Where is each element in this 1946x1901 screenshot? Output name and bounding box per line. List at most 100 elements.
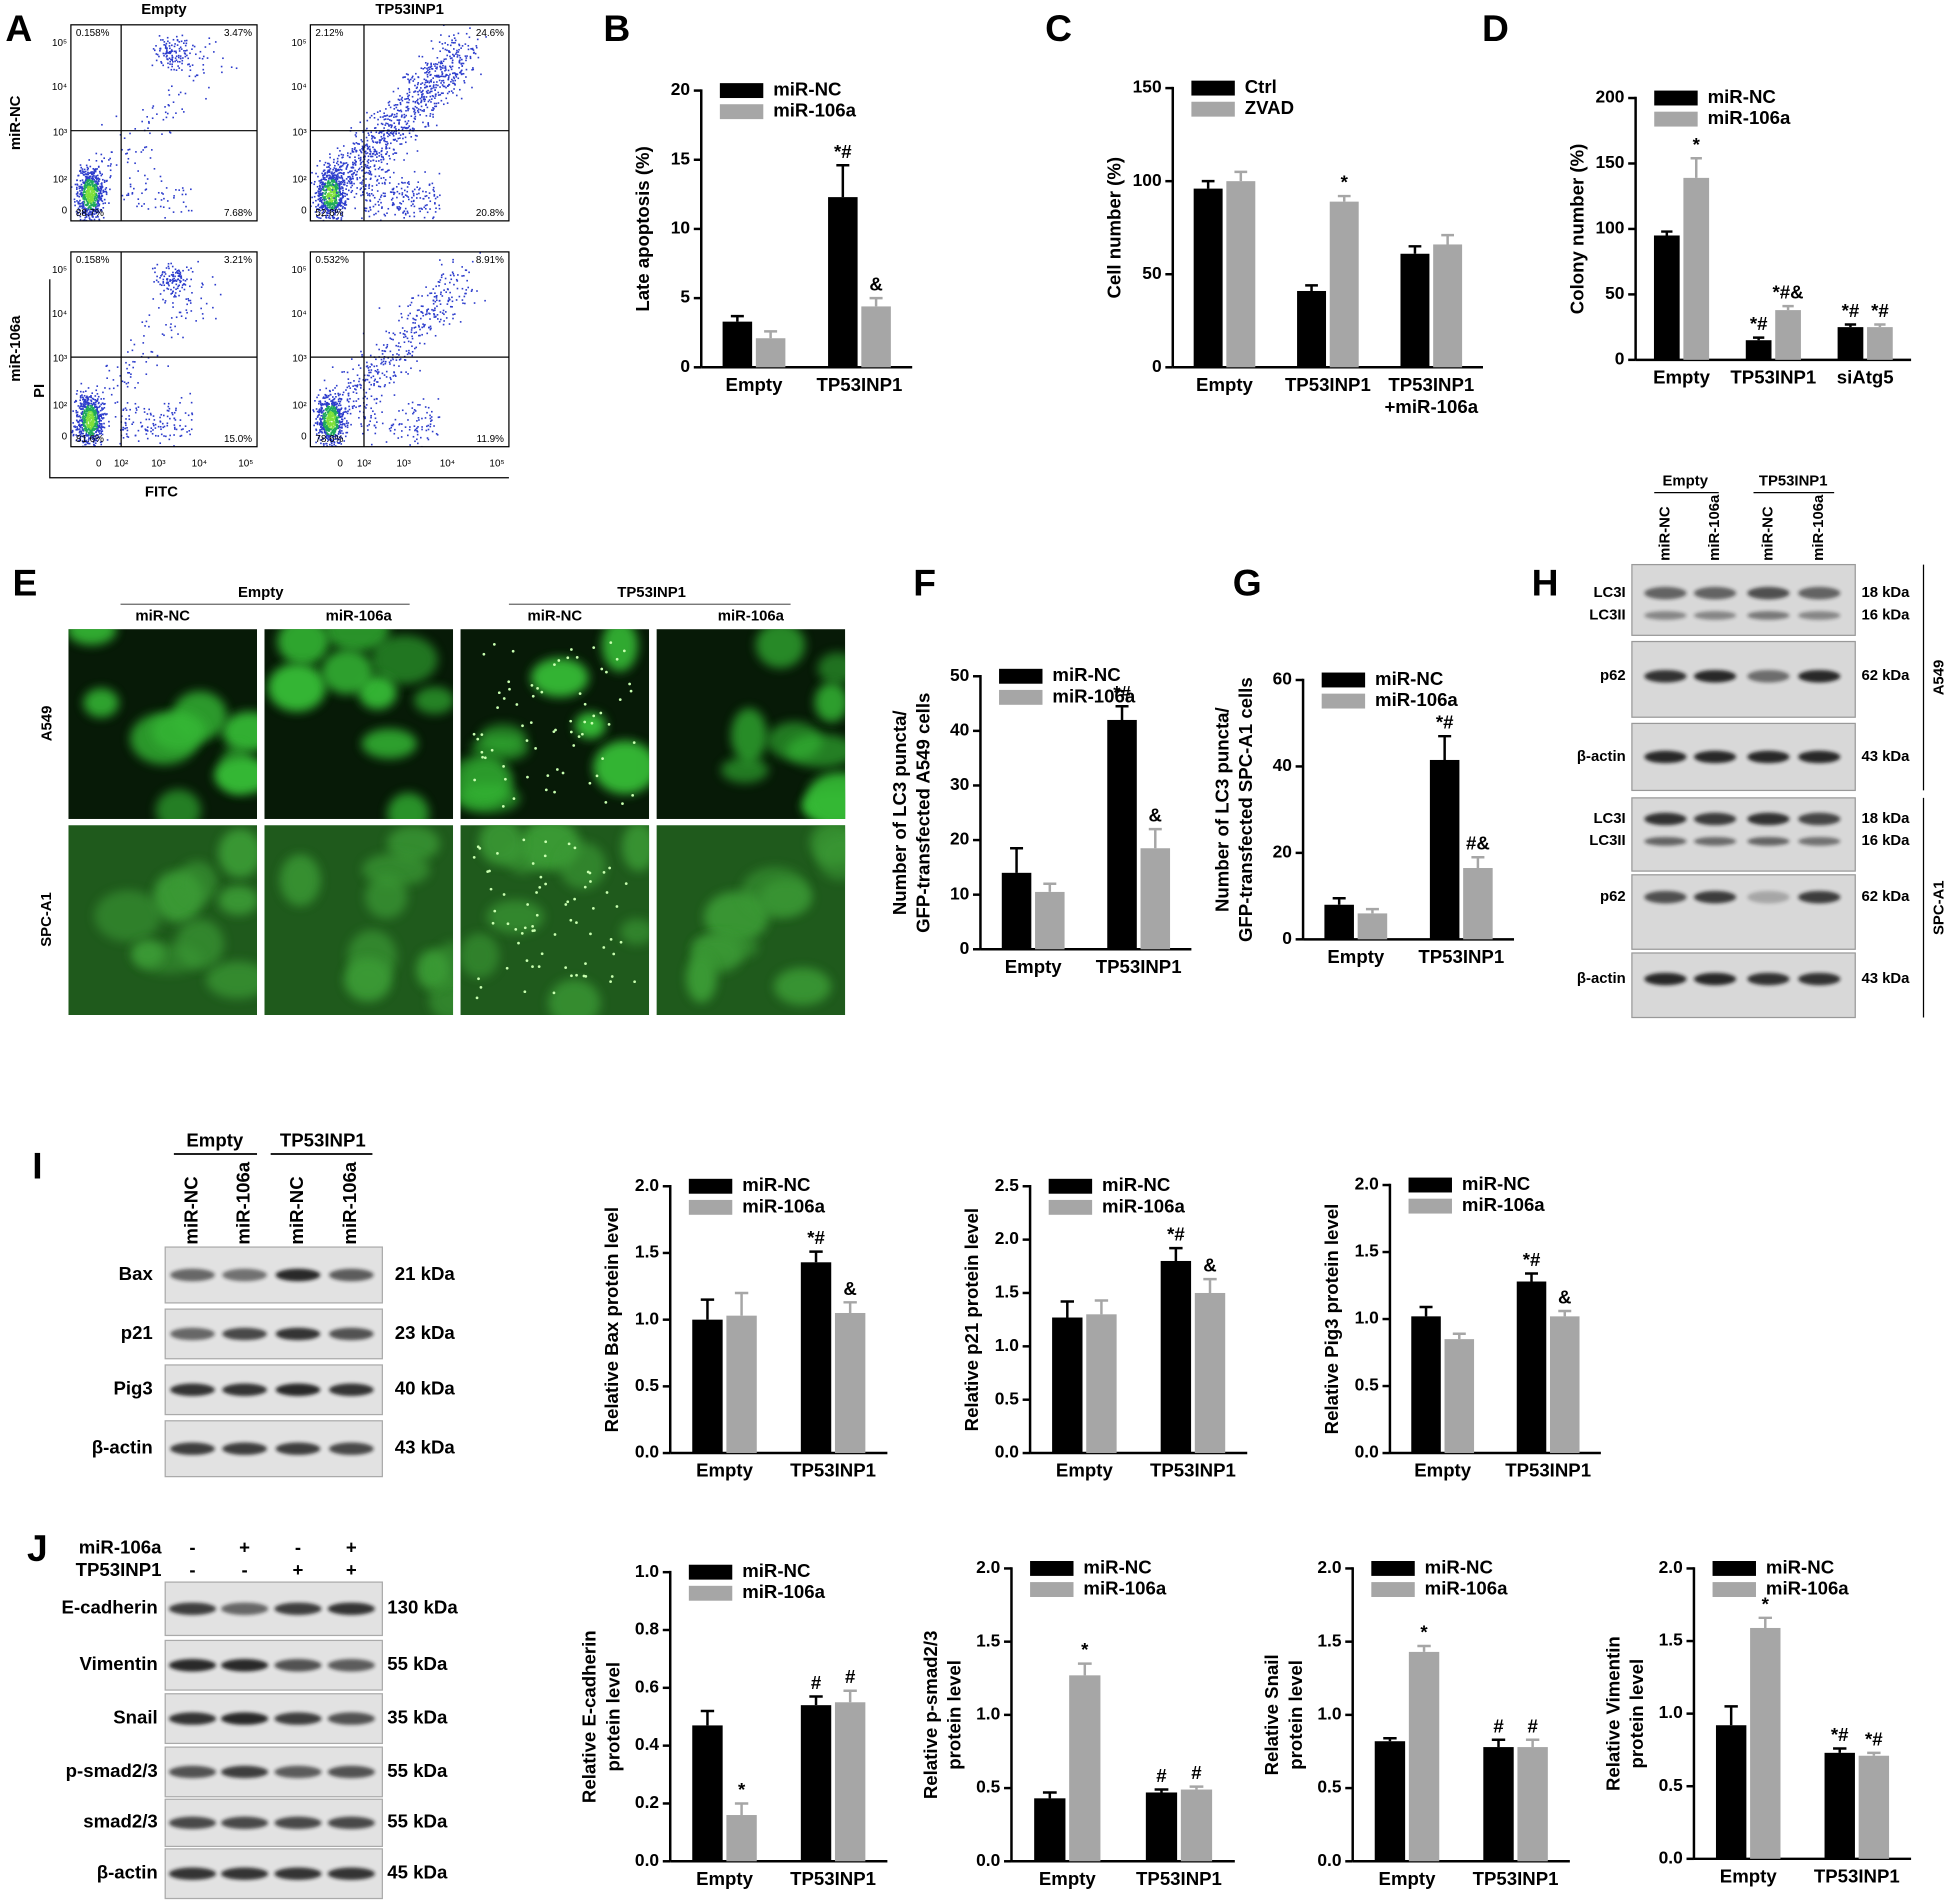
event-dot [322, 178, 325, 180]
event-dot [425, 104, 427, 107]
event-dot [80, 172, 82, 174]
event-dot [448, 35, 450, 38]
event-dot [84, 213, 87, 215]
event-dot [388, 100, 391, 103]
event-dot [172, 60, 174, 63]
event-dot [435, 86, 437, 89]
plot-frame [309, 24, 510, 222]
error-bar [700, 1709, 715, 1726]
event-dot [406, 105, 409, 108]
event-dot [125, 418, 127, 420]
event-dot [134, 162, 136, 165]
event-dot [323, 198, 325, 200]
event-dot [429, 113, 432, 115]
event-dot [321, 172, 323, 175]
event-dot [80, 195, 83, 198]
event-dot [403, 336, 405, 339]
event-dot [92, 173, 94, 175]
event-dot [184, 53, 187, 55]
event-dot [166, 409, 169, 412]
event-dot [386, 170, 388, 173]
event-dot [471, 69, 473, 71]
legend-swatch [1048, 1178, 1093, 1194]
event-dot [322, 413, 325, 416]
event-dot [339, 421, 341, 424]
event-dot [97, 165, 100, 168]
event-dot [387, 101, 390, 104]
event-dot [362, 160, 364, 163]
event-dot [333, 435, 336, 438]
event-dot [160, 180, 163, 182]
event-dot [425, 207, 427, 210]
event-dot [373, 384, 375, 387]
event-dot [353, 380, 355, 382]
event-dot [181, 284, 184, 286]
event-dot [359, 163, 362, 165]
event-dot [362, 148, 365, 150]
event-dot [433, 193, 436, 196]
x-tick-label-box: TP53INP1 [1730, 367, 1816, 388]
event-dot [439, 86, 441, 88]
event-dot [341, 437, 343, 440]
event-dot [349, 152, 352, 155]
quadrant-label: 20.8% [476, 208, 504, 219]
event-dot [429, 115, 431, 117]
event-dot [432, 109, 434, 112]
event-dot [157, 435, 160, 437]
legend-label: miR-106a [773, 100, 856, 121]
event-dot [87, 213, 90, 216]
event-dot [328, 206, 331, 209]
event-dot [365, 199, 367, 201]
event-dot [79, 193, 82, 196]
event-dot [334, 209, 337, 212]
legend-swatch [1048, 1199, 1093, 1215]
event-dot [88, 196, 91, 199]
event-dot [73, 198, 76, 201]
event-dot [96, 417, 98, 420]
event-dot [326, 204, 329, 206]
event-dot [399, 103, 402, 106]
event-dot [181, 286, 183, 289]
event-dot [88, 184, 90, 186]
event-dot [92, 199, 95, 202]
event-dot [386, 140, 388, 143]
event-dot [172, 211, 175, 213]
event-dot [80, 413, 83, 415]
event-dot [430, 292, 433, 295]
error-bar [1043, 882, 1057, 892]
event-dot [78, 187, 81, 190]
bar [1411, 1316, 1441, 1454]
event-dot [71, 431, 73, 434]
event-dot [99, 441, 102, 444]
event-dot [456, 54, 459, 56]
event-dot [165, 116, 168, 119]
event-dot [92, 435, 95, 438]
event-dot [424, 98, 426, 101]
event-dot [326, 417, 328, 419]
bar [1837, 327, 1864, 360]
event-dot [75, 428, 78, 431]
event-dot [316, 421, 319, 424]
event-dot [163, 435, 165, 437]
event-dot [365, 171, 368, 174]
event-dot [342, 423, 344, 425]
event-dot [341, 211, 344, 214]
event-dot [181, 69, 183, 71]
event-dot [189, 302, 192, 304]
event-dot [366, 145, 369, 148]
event-dot [405, 73, 408, 75]
event-dot [318, 184, 321, 187]
event-dot [337, 408, 340, 411]
event-dot [366, 199, 368, 202]
event-dot [168, 51, 171, 53]
event-dot [171, 50, 173, 52]
event-dot [81, 202, 84, 204]
event-dot [339, 202, 342, 205]
event-dot [171, 63, 173, 66]
event-dot [101, 186, 104, 188]
event-dot [389, 191, 392, 193]
legend-label: miR-106a [1052, 685, 1135, 706]
event-dot [182, 111, 185, 113]
event-dot [443, 85, 446, 88]
event-dot [457, 51, 460, 53]
